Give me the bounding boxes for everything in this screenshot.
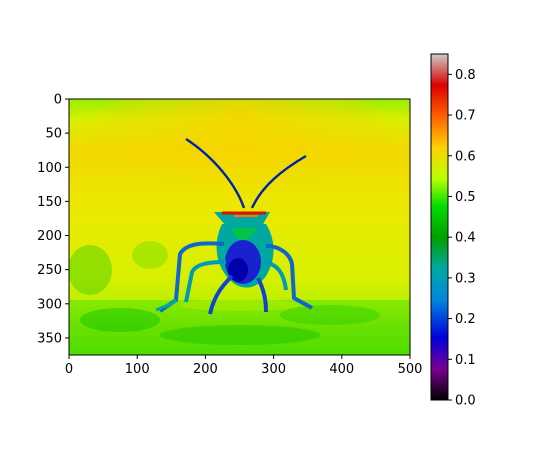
x-tick-label: 300 [261,362,286,377]
x-tick-label: 0 [65,362,73,377]
colorbar: 0.0 0.1 0.2 0.3 0.4 0.5 0.6 0.7 0.8 [430,53,476,409]
colorbar-tick-label: 0.1 [455,353,476,368]
x-tick-label: 100 [125,362,150,377]
y-axis: 0 50 100 150 200 250 300 350 [37,93,69,346]
x-tick-label: 200 [193,362,218,377]
colorbar-tick-label: 0.6 [455,149,476,164]
heatmap-image [69,99,410,355]
y-tick-label: 50 [45,127,62,142]
colorbar-axis: 0.0 0.1 0.2 0.3 0.4 0.5 0.6 0.7 0.8 [448,68,476,409]
colorbar-tick-label: 0.2 [455,312,476,327]
y-tick-label: 100 [37,161,62,176]
y-tick-label: 300 [37,297,62,312]
plot-frame [68,98,411,356]
y-tick-label: 350 [37,331,62,346]
y-tick-label: 150 [37,195,62,210]
x-tick-label: 500 [398,362,423,377]
colorbar-gradient [430,53,449,401]
colorbar-tick-label: 0.0 [455,394,476,409]
colorbar-tick-label: 0.7 [455,109,476,124]
y-tick-label: 250 [37,263,62,278]
x-tick-label: 400 [329,362,354,377]
ground-region [69,241,410,355]
colorbar-tick-label: 0.5 [455,190,476,205]
insect-subject [155,137,313,315]
colorbar-tick-label: 0.3 [455,271,476,286]
y-tick-label: 0 [54,93,62,108]
y-tick-label: 200 [37,229,62,244]
colorbar-tick-label: 0.4 [455,231,476,246]
colorbar-tick-label: 0.8 [455,68,476,83]
x-axis: 0 100 200 300 400 500 [65,355,423,377]
